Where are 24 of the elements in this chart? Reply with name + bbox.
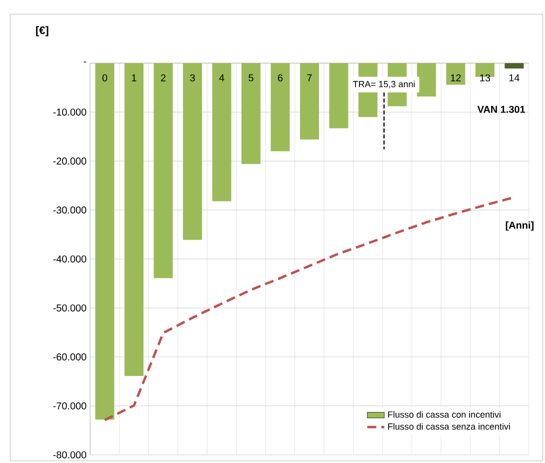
y-tick-label: -50.000 (53, 304, 86, 312)
x-tick-label: 0 (102, 74, 108, 82)
annotation: TRA= 15,3 anni (353, 80, 415, 88)
x-tick-label: 14 (509, 74, 520, 82)
y-tick-label: -10.000 (53, 108, 86, 116)
y-tick-label: -80.000 (53, 451, 86, 458)
y-tick-label: -40.000 (53, 255, 86, 263)
y-tick-label: -70.000 (53, 402, 86, 410)
y-tick-label: -20.000 (53, 158, 86, 165)
annotation: VAN 1.301 (477, 106, 526, 113)
x-tick-label: 5 (248, 74, 254, 82)
x-tick-label: 6 (278, 74, 283, 82)
legend-label: Flusso di cassa senza incentivi (388, 423, 510, 430)
x-tick-label: 7 (307, 74, 312, 82)
legend-label: Flusso di cassa con incentivi (388, 411, 500, 418)
y-tick-label: -30.000 (53, 206, 86, 214)
x-tick-label: 3 (190, 74, 195, 82)
x-tick-label: 4 (219, 74, 224, 82)
x-tick-label: 2 (160, 74, 166, 82)
x-tick-label: 12 (450, 74, 461, 82)
x-axis-title: [Anni] (506, 221, 534, 231)
y-axis-title: [€] (36, 26, 48, 36)
x-tick-label: 1 (132, 74, 136, 82)
y-tick-label: -60.000 (53, 353, 86, 360)
